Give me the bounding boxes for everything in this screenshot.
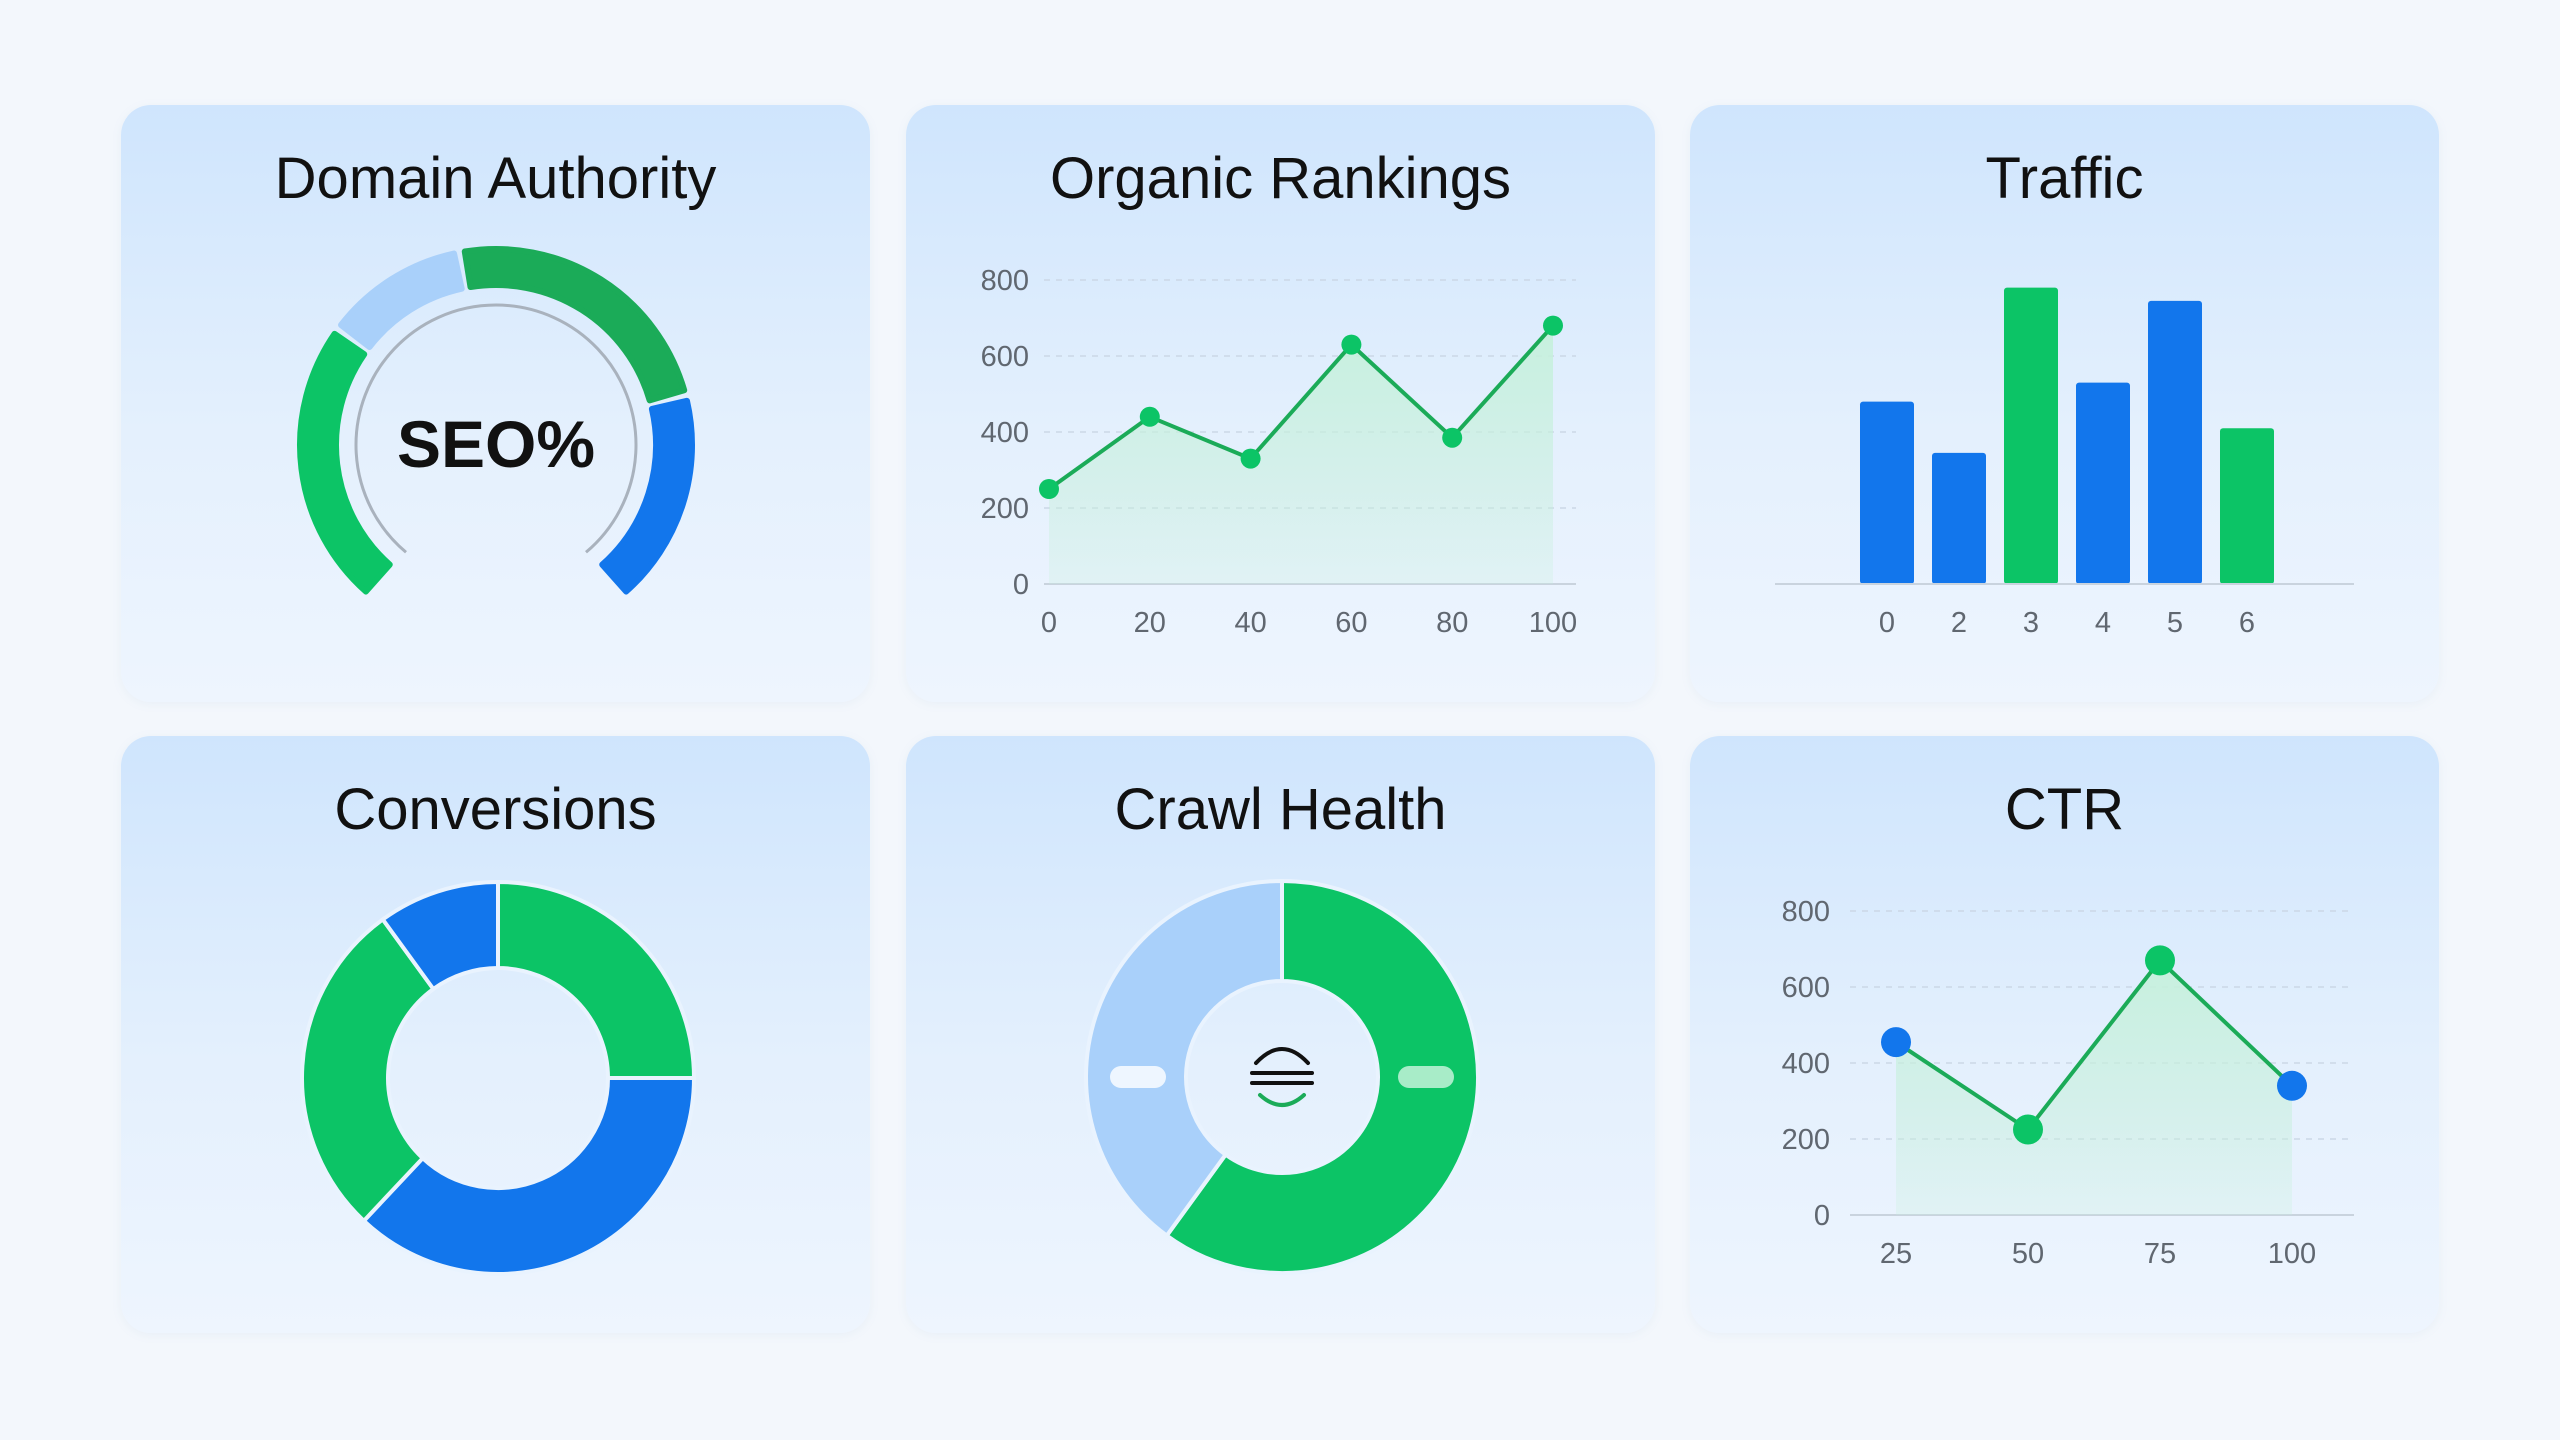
pie-slice-3 [380,879,500,992]
y-tick-label: 0 [1814,1200,1830,1232]
y-tick-label: 800 [981,265,1029,297]
donut-chart [1084,878,1480,1275]
x-tick-label: 100 [1529,607,1577,639]
series-line [1047,324,1555,491]
x-tick-label: 6 [2239,607,2255,639]
y-tick-label: 600 [981,341,1029,373]
gauge-center-label: SEO% [397,407,595,481]
card-title: Crawl Health [1114,777,1447,842]
wave-icon [1250,1047,1314,1107]
y-tick-label: 800 [1782,896,1830,928]
y-tick-label: 0 [1013,569,1029,601]
gauge-segment-3 [599,397,695,595]
x-tick-label: 2 [1951,607,1967,639]
card-ctr: CTR 0 200 400 600 800 25 50 75 100 [1690,736,2439,1333]
pie-slice-0 [496,879,697,1080]
card-domain-authority: Domain Authority SEO% [121,105,870,702]
donut-chart [300,879,697,1276]
data-point [1039,479,1059,499]
card-traffic: Traffic 0 2 3 4 5 6 [1690,105,2439,702]
x-tick-label: 60 [1335,607,1367,639]
pie-slice-1 [1084,878,1284,1239]
data-point [1139,406,1160,427]
card-title: CTR [2004,777,2125,842]
bar-6 [2220,428,2274,584]
x-tick-label: 100 [2268,1238,2316,1270]
x-tick-label: 40 [1234,607,1266,639]
x-tick-label: 25 [1880,1238,1912,1270]
pie-slice-0 [1163,878,1480,1275]
handle-left [1110,1066,1166,1088]
y-tick-label: 200 [1782,1124,1830,1156]
gauge-segment-0 [297,330,393,595]
pie-slice-2 [300,916,437,1224]
x-tick-label: 0 [1041,607,1057,639]
gauge-segment-2 [461,246,688,404]
x-tick-label: 0 [1879,607,1895,639]
line-chart: 0 200 400 600 800 0 20 40 60 80 100 [981,265,1578,639]
y-tick-label: 600 [1782,972,1830,1004]
bar-0 [1860,401,1914,584]
data-point [2277,1070,2307,1101]
x-tick-label: 50 [2012,1238,2044,1270]
area-fill [1896,960,2292,1215]
x-tick-label: 20 [1134,607,1166,639]
bar-chart: 0 2 3 4 5 6 [1775,287,2354,639]
gauge-segment-1 [338,250,465,351]
bar-4 [2076,382,2130,584]
line-chart: 0 200 400 600 800 25 50 75 100 [1782,896,2354,1270]
bar-2 [1932,452,1986,584]
pie-slice-1 [361,1076,697,1276]
y-tick-label: 400 [981,417,1029,449]
y-tick-label: 200 [981,493,1029,525]
data-point [2145,945,2175,976]
card-title: Traffic [1985,146,2144,211]
card-crawl-health: Crawl Health [906,736,1655,1333]
card-conversions: Conversions [121,736,870,1333]
x-tick-label: 80 [1436,607,1468,639]
data-point [1442,427,1463,448]
card-title: Domain Authority [274,146,717,211]
card-organic-rankings: Organic Rankings 0 200 400 600 800 0 20 40 60 80 1… [906,105,1655,702]
x-tick-label: 5 [2167,607,2183,639]
card-title: Organic Rankings [1050,146,1511,211]
series-line [1894,958,2294,1132]
data-point [1341,334,1362,355]
x-tick-label: 3 [2023,607,2039,639]
bar-5 [2148,300,2202,584]
gauge-inner-arc [354,303,638,554]
handle-right [1398,1066,1454,1088]
x-tick-label: 4 [2095,607,2111,639]
data-point [1240,448,1261,469]
card-title: Conversions [334,777,657,842]
gauge-chart: SEO% [297,246,695,595]
area-fill [1049,325,1553,584]
data-point [1881,1027,1911,1058]
data-point [2013,1114,2043,1145]
bar-3 [2004,287,2058,584]
data-point [1543,315,1563,336]
x-tick-label: 75 [2144,1238,2176,1270]
y-tick-label: 400 [1782,1048,1830,1080]
